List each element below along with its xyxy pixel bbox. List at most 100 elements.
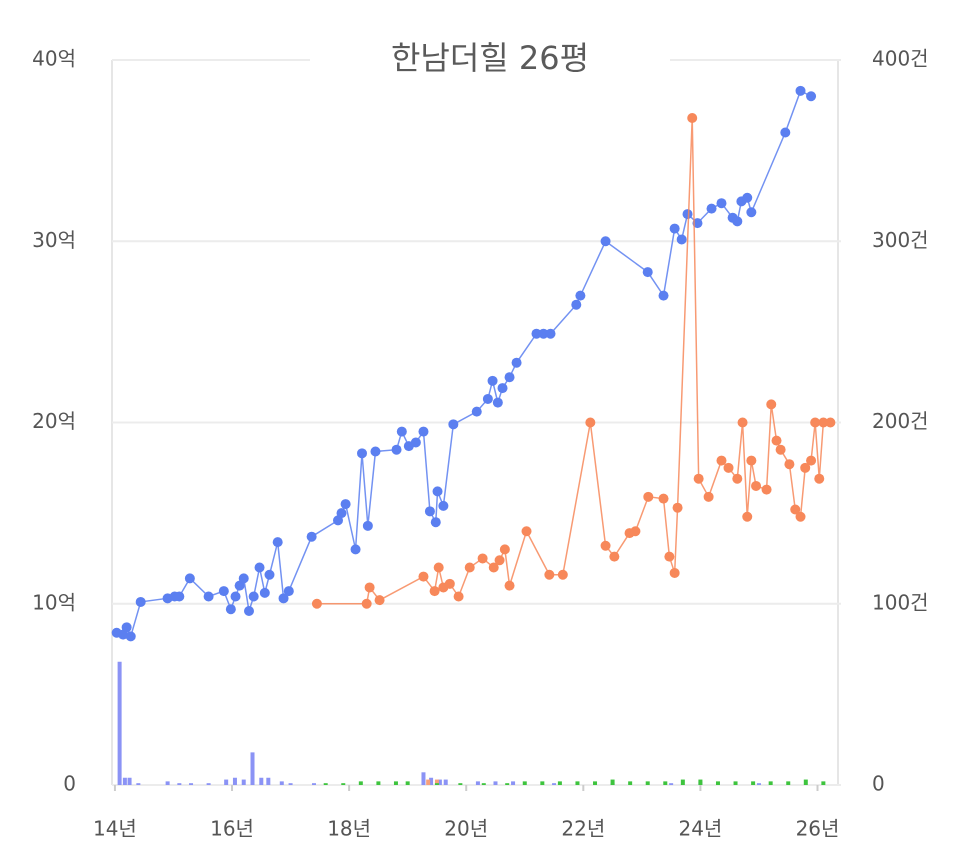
price-point <box>494 555 505 566</box>
x-tick-label: 18년 <box>327 817 371 841</box>
count-bar <box>557 781 562 785</box>
y-tick-label: 0 <box>63 772 76 796</box>
price-point <box>370 446 381 457</box>
count-bar <box>250 752 255 785</box>
count-bar <box>645 781 650 785</box>
grid: 0 10억 20억 30억 40억 0 100건 200건 300건 400건 14년 16년 18년 2… <box>32 47 928 841</box>
price-point <box>693 473 704 484</box>
price-point <box>795 85 806 96</box>
price-point <box>600 236 611 247</box>
count-bar <box>493 781 498 785</box>
price-point <box>234 580 245 591</box>
price-point <box>571 299 582 310</box>
price-point <box>790 504 801 515</box>
price-point <box>810 417 821 428</box>
price-point <box>364 582 375 593</box>
price-point <box>669 567 680 578</box>
price-point <box>433 562 444 573</box>
price-point <box>531 328 542 339</box>
count-bar <box>323 783 328 785</box>
y-tick-label: 10억 <box>32 590 76 614</box>
title-box <box>310 30 670 90</box>
price-point <box>669 223 680 234</box>
price-point <box>703 491 714 502</box>
x-tick-label: 20년 <box>444 817 488 841</box>
price-point <box>676 234 687 245</box>
price-point <box>350 544 361 555</box>
price-point <box>682 209 693 220</box>
price-point <box>521 526 532 537</box>
price-point <box>716 455 727 466</box>
price-point <box>742 192 753 203</box>
price-point <box>716 198 727 209</box>
price-point <box>538 328 549 339</box>
count-bar <box>768 781 773 785</box>
count-bar <box>288 783 293 785</box>
price-point <box>492 397 503 408</box>
count-bar <box>429 777 434 785</box>
price-line <box>116 89 812 639</box>
count-bar <box>821 781 826 785</box>
y-tick-label: 20억 <box>32 409 76 433</box>
count-bar <box>434 783 439 785</box>
price-point <box>432 486 443 497</box>
count-bar <box>266 777 271 785</box>
price-point <box>687 113 698 123</box>
price-point <box>259 587 270 598</box>
count-bar <box>610 779 615 785</box>
count-bar <box>206 783 211 785</box>
price-point <box>174 591 185 602</box>
count-bar <box>786 781 791 785</box>
price-point <box>784 459 795 470</box>
count-bar <box>475 781 480 785</box>
price-point <box>557 569 568 580</box>
price-point <box>723 462 734 473</box>
price-point <box>761 484 772 495</box>
count-bar <box>122 777 127 785</box>
price-point <box>448 419 459 430</box>
count-bar <box>279 781 284 785</box>
price-point <box>642 267 653 278</box>
price-point <box>184 573 195 584</box>
y2-tick-label: 400건 <box>872 47 929 71</box>
count-bar <box>669 783 674 785</box>
count-bar <box>698 779 703 785</box>
price-point <box>429 586 440 597</box>
price-point <box>658 493 669 504</box>
price-point <box>775 444 786 455</box>
count-bar <box>127 777 132 785</box>
count-bar <box>393 781 398 785</box>
count-bar <box>189 783 194 785</box>
price-point <box>125 631 136 642</box>
count-bar <box>715 781 720 785</box>
price-point <box>706 203 717 214</box>
price-point <box>737 417 748 428</box>
price-point <box>430 517 441 528</box>
price-point <box>410 437 421 448</box>
price-point <box>424 506 435 517</box>
count-bar <box>426 779 431 785</box>
price-point <box>278 593 289 604</box>
price-point <box>609 551 620 562</box>
price-point <box>766 399 777 410</box>
price-point <box>806 91 817 102</box>
price-point <box>471 406 482 417</box>
price-point <box>795 511 806 522</box>
price-point <box>203 591 214 602</box>
price-point <box>488 562 499 573</box>
count-bar <box>733 781 738 785</box>
count-bar <box>405 781 410 785</box>
price-point <box>814 473 825 484</box>
x-tick-label: 26년 <box>796 817 840 841</box>
count-bar <box>259 777 264 785</box>
price-point <box>361 598 372 609</box>
price-point <box>658 290 669 301</box>
price-point <box>499 544 510 555</box>
count-bar <box>341 783 346 785</box>
y-tick-label: 30억 <box>32 228 76 252</box>
count-bar <box>443 779 448 785</box>
y-tick-label: 40억 <box>32 47 76 71</box>
price-point <box>732 473 743 484</box>
